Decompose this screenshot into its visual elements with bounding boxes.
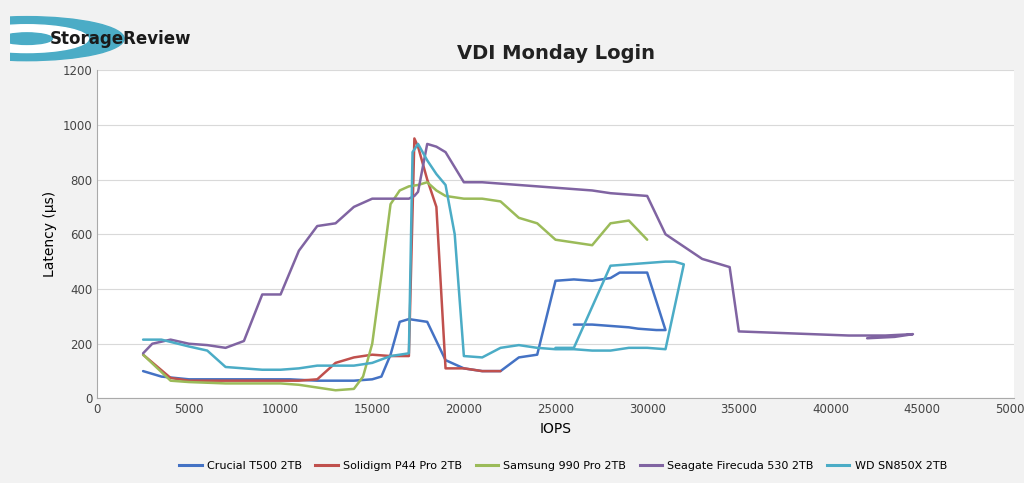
Legend: Crucial T500 2TB, Solidigm P44 Pro 2TB, Samsung 990 Pro 2TB, Seagate Firecuda 53: Crucial T500 2TB, Solidigm P44 Pro 2TB, … bbox=[175, 456, 951, 475]
Circle shape bbox=[0, 25, 88, 53]
X-axis label: IOPS: IOPS bbox=[540, 422, 571, 436]
Circle shape bbox=[0, 16, 124, 61]
Title: VDI Monday Login: VDI Monday Login bbox=[457, 44, 654, 63]
Circle shape bbox=[1, 33, 52, 44]
Text: StorageReview: StorageReview bbox=[50, 29, 191, 48]
Y-axis label: Latency (μs): Latency (μs) bbox=[43, 191, 57, 277]
